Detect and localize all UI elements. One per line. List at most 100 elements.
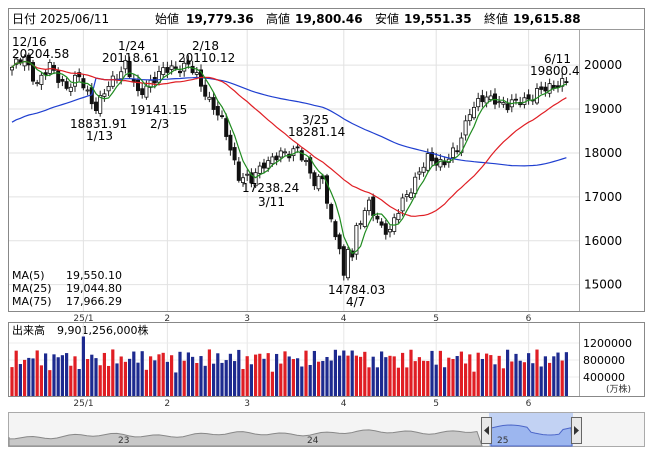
candle-up: [358, 223, 363, 226]
volume-month-tick-label: 6: [526, 399, 532, 409]
volume-bar: [468, 354, 472, 396]
price-tick-label: 18000: [584, 146, 622, 160]
price-axis-ticks: 15000 16000 17000 18000 19000 20000: [584, 58, 622, 292]
candle-down: [564, 81, 569, 83]
month-tick-label: 2: [164, 314, 170, 324]
navigator-right-handle[interactable]: [571, 417, 582, 444]
candle-down: [94, 101, 99, 111]
volume-bar: [98, 365, 102, 396]
volume-bar: [392, 356, 396, 396]
volume-month-tick-label: 4: [341, 399, 347, 409]
candle-up: [547, 83, 552, 94]
volume-bar: [140, 351, 144, 396]
candle-up: [316, 175, 321, 190]
candle-down: [224, 118, 229, 137]
volume-bar: [384, 357, 388, 396]
navigator-left-handle[interactable]: [481, 417, 492, 444]
annotation-date: 2/3: [150, 117, 169, 131]
annotation-value: 14784.03: [328, 283, 385, 297]
volume-bar: [501, 368, 505, 396]
candle-up: [102, 93, 107, 97]
volume-bar: [552, 356, 556, 396]
volume-bar: [81, 336, 85, 396]
volume-bar: [56, 357, 60, 396]
candle-up: [354, 225, 359, 255]
candle-up: [119, 71, 124, 80]
month-tick-label: 25/1: [73, 314, 93, 324]
candle-up: [471, 106, 476, 119]
volume-bar: [233, 361, 237, 396]
volume-bar: [472, 371, 476, 396]
volume-bar: [354, 355, 358, 396]
candle-up: [161, 67, 166, 75]
annotation-date: 1/24: [118, 39, 145, 53]
volume-bar: [556, 352, 560, 396]
month-tick-label: 5: [433, 314, 439, 324]
candle-up: [35, 82, 40, 85]
candle-down: [127, 61, 132, 78]
candle-up: [463, 120, 468, 136]
annotation-date: 1/13: [86, 129, 113, 143]
month-tick-label: 6: [526, 314, 532, 324]
volume-bar: [296, 358, 300, 396]
annotation-date: 4/7: [346, 295, 365, 309]
candle-up: [425, 153, 430, 171]
volume-bar: [510, 361, 514, 396]
candle-up: [110, 75, 115, 87]
candle-down: [232, 147, 237, 161]
volume-bar: [270, 371, 274, 396]
volume-bar: [338, 355, 342, 396]
volume-bar: [23, 359, 27, 396]
month-tick-label: 4: [341, 314, 347, 324]
candle-up: [291, 148, 296, 157]
volume-month-ticks: 25/1 2 3 4 5 6: [73, 399, 531, 409]
volume-bar: [149, 356, 153, 396]
candle-down: [505, 103, 510, 111]
volume-bar: [115, 363, 119, 396]
annotation-value: 20204.58: [12, 47, 69, 61]
volume-bar: [422, 360, 426, 396]
volume-bar: [153, 360, 157, 396]
volume-bar: [186, 352, 190, 396]
close-value: 19,615.88: [513, 12, 581, 26]
candle-down: [249, 172, 254, 184]
candle-down: [429, 152, 434, 162]
candle-down: [236, 161, 241, 181]
ma25-legend-value: 19,044.80: [66, 282, 122, 295]
volume-bar: [31, 358, 35, 396]
volume-bar: [111, 349, 115, 396]
volume-bar: [44, 353, 48, 396]
volume-label: 出来高: [12, 323, 45, 337]
volume-bar: [535, 349, 539, 396]
candle-up: [303, 160, 308, 162]
candle-down: [77, 72, 82, 78]
candle-down: [337, 234, 342, 250]
candle-up: [467, 114, 472, 122]
volume-bar: [262, 358, 266, 396]
candle-down: [371, 196, 376, 216]
range-navigator[interactable]: 23 24 25: [8, 412, 645, 447]
volume-bar: [409, 349, 413, 396]
candle-up: [497, 101, 502, 104]
volume-bar: [216, 353, 220, 396]
volume-bar: [455, 356, 459, 396]
annotation-value: 20110.12: [178, 51, 235, 65]
volume-month-tick-label: 25/1: [73, 399, 93, 409]
volume-bar: [329, 360, 333, 396]
candle-down: [543, 86, 548, 92]
annotation-date: 12/16: [12, 35, 47, 49]
candle-up: [9, 66, 14, 71]
candle-up: [396, 213, 401, 221]
candle-up: [488, 95, 493, 100]
volume-bar: [451, 358, 455, 396]
ma25-line: [11, 60, 567, 217]
ma75-legend-value: 17,966.29: [66, 295, 122, 308]
candle-up: [450, 147, 455, 158]
volume-tick-1: 1200000: [583, 337, 632, 350]
volume-bar: [65, 353, 69, 396]
candle-up: [438, 159, 443, 168]
candle-up: [156, 71, 161, 83]
volume-bar: [203, 365, 207, 396]
candle-up: [400, 197, 405, 212]
